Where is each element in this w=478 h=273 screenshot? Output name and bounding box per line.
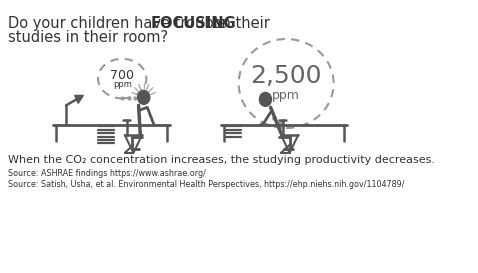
Text: 700: 700 [110,69,134,82]
Text: on their: on their [207,16,270,31]
Text: ppm: ppm [113,80,131,89]
Text: studies in their room?: studies in their room? [8,30,168,45]
Text: Source: Satish, Usha, et al. Environmental Health Perspectives, https://ehp.nieh: Source: Satish, Usha, et al. Environment… [8,180,405,189]
Circle shape [260,93,272,106]
Text: Source: ASHRAE findings https://www.ashrae.org/: Source: ASHRAE findings https://www.ashr… [8,169,206,178]
Polygon shape [75,96,83,103]
Text: ppm: ppm [272,89,300,102]
Text: FOCUSING: FOCUSING [151,16,237,31]
Text: 2,500: 2,500 [250,64,322,88]
Circle shape [138,90,150,104]
Text: Do your children have trouble: Do your children have trouble [8,16,232,31]
Text: When the CO₂ concentration increases, the studying productivity decreases.: When the CO₂ concentration increases, th… [8,155,435,165]
